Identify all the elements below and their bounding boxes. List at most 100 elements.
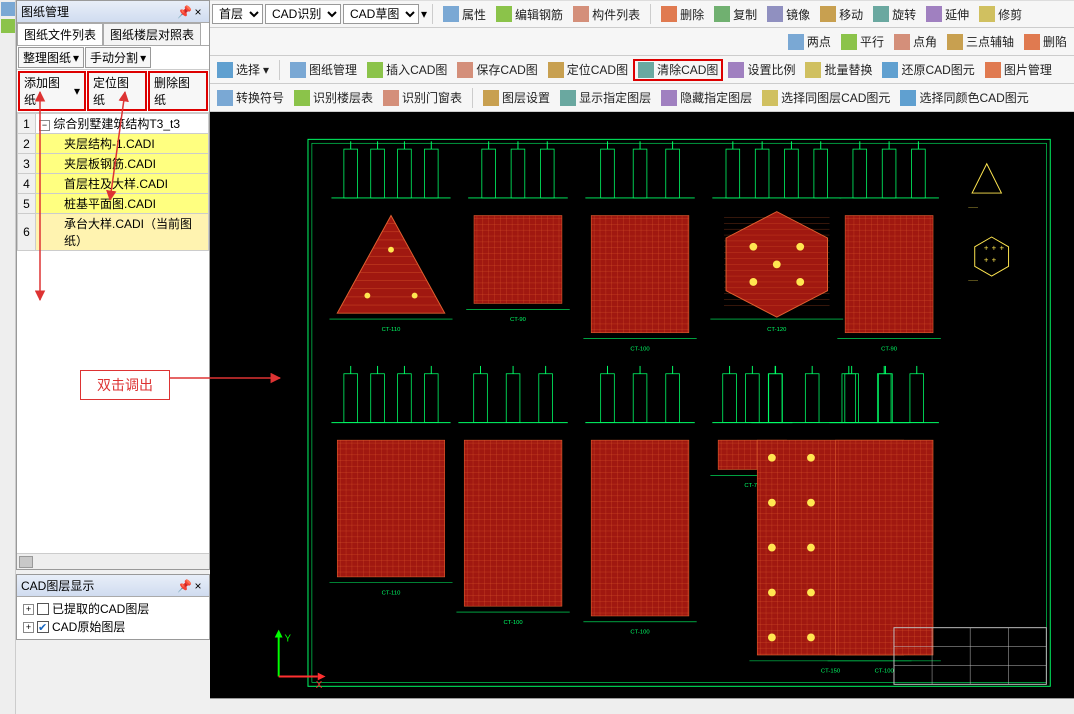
checkbox[interactable] (37, 621, 49, 633)
left-panels: 图纸管理 📌 × 图纸文件列表 图纸楼层对照表 整理图纸▾ 手动分割▾ 添加图纸… (0, 0, 210, 714)
btn-批量替换[interactable]: 批量替换 (800, 59, 877, 81)
tool-icon (383, 90, 399, 106)
btn-构件列表[interactable]: 构件列表 (568, 3, 645, 25)
btn-点角[interactable]: 点角 (889, 31, 942, 53)
tool-icon (926, 6, 942, 22)
layer-node[interactable]: +已提取的CAD图层 (23, 600, 203, 618)
dm-hscroll[interactable] (17, 553, 209, 569)
svg-text:CT-110: CT-110 (382, 590, 402, 596)
dm-toolrow-1: 整理图纸▾ 手动分割▾ (17, 46, 209, 70)
tool-icon (767, 6, 783, 22)
btn-识别门窗表[interactable]: 识别门窗表 (378, 87, 467, 109)
btn-插入CAD图[interactable]: 插入CAD图 (362, 59, 452, 81)
svg-text:CT-90: CT-90 (510, 317, 527, 323)
tool-icon (638, 62, 654, 78)
btn-organize[interactable]: 整理图纸▾ (18, 47, 84, 68)
tool-icon (894, 34, 910, 50)
checkbox[interactable] (37, 603, 49, 615)
tab-file-list[interactable]: 图纸文件列表 (17, 23, 103, 45)
chevron-down-icon: ▾ (140, 51, 146, 65)
btn-保存CAD图[interactable]: 保存CAD图 (452, 59, 542, 81)
tool-icon (661, 90, 677, 106)
tool-icon (294, 90, 310, 106)
btn-属性[interactable]: 属性 (438, 3, 491, 25)
btn-删除[interactable]: 删除 (656, 3, 709, 25)
drawing-row[interactable]: 5桩基平面图.CADI (18, 194, 209, 214)
canvas-hscroll[interactable] (210, 698, 1074, 714)
btn-两点[interactable]: 两点 (783, 31, 836, 53)
btn-设置比例[interactable]: 设置比例 (723, 59, 800, 81)
tool-icon (788, 34, 804, 50)
btn-识别楼层表[interactable]: 识别楼层表 (289, 87, 378, 109)
tree-collapse-icon[interactable]: − (39, 120, 50, 131)
svg-text:——: —— (968, 206, 978, 211)
btn-隐藏指定图层[interactable]: 隐藏指定图层 (656, 87, 757, 109)
btn-三点辅轴[interactable]: 三点辅轴 (942, 31, 1019, 53)
btn-编辑钢筋[interactable]: 编辑钢筋 (491, 3, 568, 25)
panel-title-text: 图纸管理 (21, 3, 69, 20)
btn-复制[interactable]: 复制 (709, 3, 762, 25)
btn-add-drawing[interactable]: 添加图纸▾ (18, 71, 86, 111)
drawing-row[interactable]: 3夹层板钢筋.CADI (18, 154, 209, 174)
btn-delete-drawing[interactable]: 删除图纸 (148, 71, 208, 111)
close-icon[interactable]: × (191, 5, 205, 19)
btn-图片管理[interactable]: 图片管理 (980, 59, 1057, 81)
btn-locate-drawing[interactable]: 定位图纸 (87, 71, 147, 111)
btn-显示指定图层[interactable]: 显示指定图层 (555, 87, 656, 109)
tool-icon (1024, 34, 1040, 50)
btn-选择同颜色CAD图元[interactable]: 选择同颜色CAD图元 (895, 87, 1033, 109)
btn-图层设置[interactable]: 图层设置 (478, 87, 555, 109)
btn-平行[interactable]: 平行 (836, 31, 889, 53)
cad-drawing: CT-110CT-90CT-100CT-120CT-90CT-110CT-100… (210, 112, 1074, 698)
tool-icon (483, 90, 499, 106)
btn-图纸管理[interactable]: 图纸管理 (285, 59, 362, 81)
btn-修剪[interactable]: 修剪 (974, 3, 1027, 25)
tool-icon (820, 6, 836, 22)
btn-旋转[interactable]: 旋转 (868, 3, 921, 25)
svg-text:+: + (992, 244, 997, 253)
btn-移动[interactable]: 移动 (815, 3, 868, 25)
pin-icon[interactable]: 📌 (177, 579, 191, 593)
btn-清除CAD图[interactable]: 清除CAD图 (633, 59, 723, 81)
svg-text:CT-100: CT-100 (630, 630, 650, 636)
toolbar-row-1: 首层 CAD识别 CAD草图 ▾ 属性编辑钢筋构件列表 删除复制镜像移动旋转延伸… (210, 0, 1074, 28)
pin-icon[interactable]: 📌 (177, 5, 191, 19)
tree-expand-icon[interactable]: + (23, 622, 34, 633)
svg-text:X: X (316, 680, 323, 691)
combo-floor[interactable]: 首层 (212, 4, 263, 24)
drawing-row[interactable]: 6承台大样.CADI（当前图纸） (18, 214, 209, 251)
tree-root[interactable]: 1− 综合别墅建筑结构T3_t3 (18, 114, 209, 134)
drawing-row[interactable]: 4首层柱及大样.CADI (18, 174, 209, 194)
combo-recognition[interactable]: CAD识别 (265, 4, 341, 24)
drawing-row[interactable]: 2夹层结构-1.CADI (18, 134, 209, 154)
btn-选择同图层CAD图元[interactable]: 选择同图层CAD图元 (757, 87, 895, 109)
btn-镜像[interactable]: 镜像 (762, 3, 815, 25)
chevron-down-icon[interactable]: ▾ (421, 7, 427, 21)
chevron-down-icon: ▾ (73, 51, 79, 65)
btn-延伸[interactable]: 延伸 (921, 3, 974, 25)
btn-select[interactable]: 选择▾ (212, 59, 274, 81)
drawing-manager-panel: 图纸管理 📌 × 图纸文件列表 图纸楼层对照表 整理图纸▾ 手动分割▾ 添加图纸… (16, 0, 210, 570)
btn-定位CAD图[interactable]: 定位CAD图 (543, 59, 633, 81)
close-icon[interactable]: × (191, 579, 205, 593)
tree-expand-icon[interactable]: + (23, 604, 34, 615)
svg-text:CT-100: CT-100 (503, 620, 523, 626)
tab-floor-map[interactable]: 图纸楼层对照表 (103, 23, 201, 45)
btn-转换符号[interactable]: 转换符号 (212, 87, 289, 109)
btn-manual-split[interactable]: 手动分割▾ (85, 47, 151, 68)
btn-还原CAD图元[interactable]: 还原CAD图元 (877, 59, 979, 81)
tool-icon (728, 62, 744, 78)
chevron-down-icon: ▾ (263, 63, 269, 77)
tool-icon (457, 62, 473, 78)
tool-icon (217, 90, 233, 106)
tool-icon (290, 62, 306, 78)
svg-text:+: + (984, 255, 989, 264)
cad-layer-panel: CAD图层显示 📌 × +已提取的CAD图层+CAD原始图层 (16, 574, 210, 640)
tool-icon (762, 90, 778, 106)
cad-canvas[interactable]: CT-110CT-90CT-100CT-120CT-90CT-110CT-100… (210, 112, 1074, 698)
tool-icon (985, 62, 1001, 78)
btn-删陷[interactable]: 删陷 (1019, 31, 1072, 53)
combo-draft[interactable]: CAD草图 (343, 4, 419, 24)
layer-node[interactable]: +CAD原始图层 (23, 618, 203, 636)
svg-text:CT-110: CT-110 (382, 327, 402, 333)
